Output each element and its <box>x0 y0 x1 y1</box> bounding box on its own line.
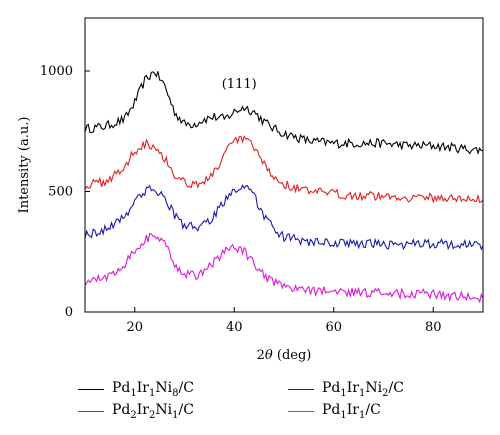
legend-label: Pd2Ir2Ni1/C <box>112 402 194 421</box>
legend-item: Pd1Ir1Ni8/C <box>78 380 194 399</box>
series-line <box>84 184 484 251</box>
legend-label: Pd1Ir1Ni8/C <box>112 380 194 399</box>
peak-annotation: (111) <box>222 77 257 92</box>
legend-swatch <box>288 388 314 390</box>
legend-item: Pd1Ir1/C <box>288 402 381 421</box>
legend-label: Pd1Ir1Ni2/C <box>322 380 404 399</box>
x-tick-label: 20 <box>126 320 143 335</box>
x-tick-label: 60 <box>325 320 342 335</box>
y-tick-label: 500 <box>48 185 73 200</box>
legend-swatch <box>78 410 104 412</box>
legend: Pd1Ir1Ni8/C Pd1Ir1Ni2/C Pd2Ir2Ni1/C Pd1I… <box>78 372 498 432</box>
series-line <box>84 232 484 304</box>
y-tick-label: 0 <box>65 305 73 320</box>
legend-swatch <box>288 410 314 412</box>
x-tick-label: 80 <box>425 320 442 335</box>
plot-frame <box>84 17 484 313</box>
legend-item: Pd2Ir2Ni1/C <box>78 402 194 421</box>
y-tick-label: 1000 <box>40 64 73 79</box>
legend-label: Pd1Ir1/C <box>322 402 381 421</box>
x-tick-label: 40 <box>226 320 243 335</box>
series-line <box>84 71 484 156</box>
legend-swatch <box>78 388 104 390</box>
series-line <box>84 134 484 204</box>
x-axis-title: 2θ (deg) <box>257 348 312 363</box>
legend-item: Pd1Ir1Ni2/C <box>288 380 404 399</box>
y-axis-title: Intensity (a.u.) <box>17 117 32 214</box>
